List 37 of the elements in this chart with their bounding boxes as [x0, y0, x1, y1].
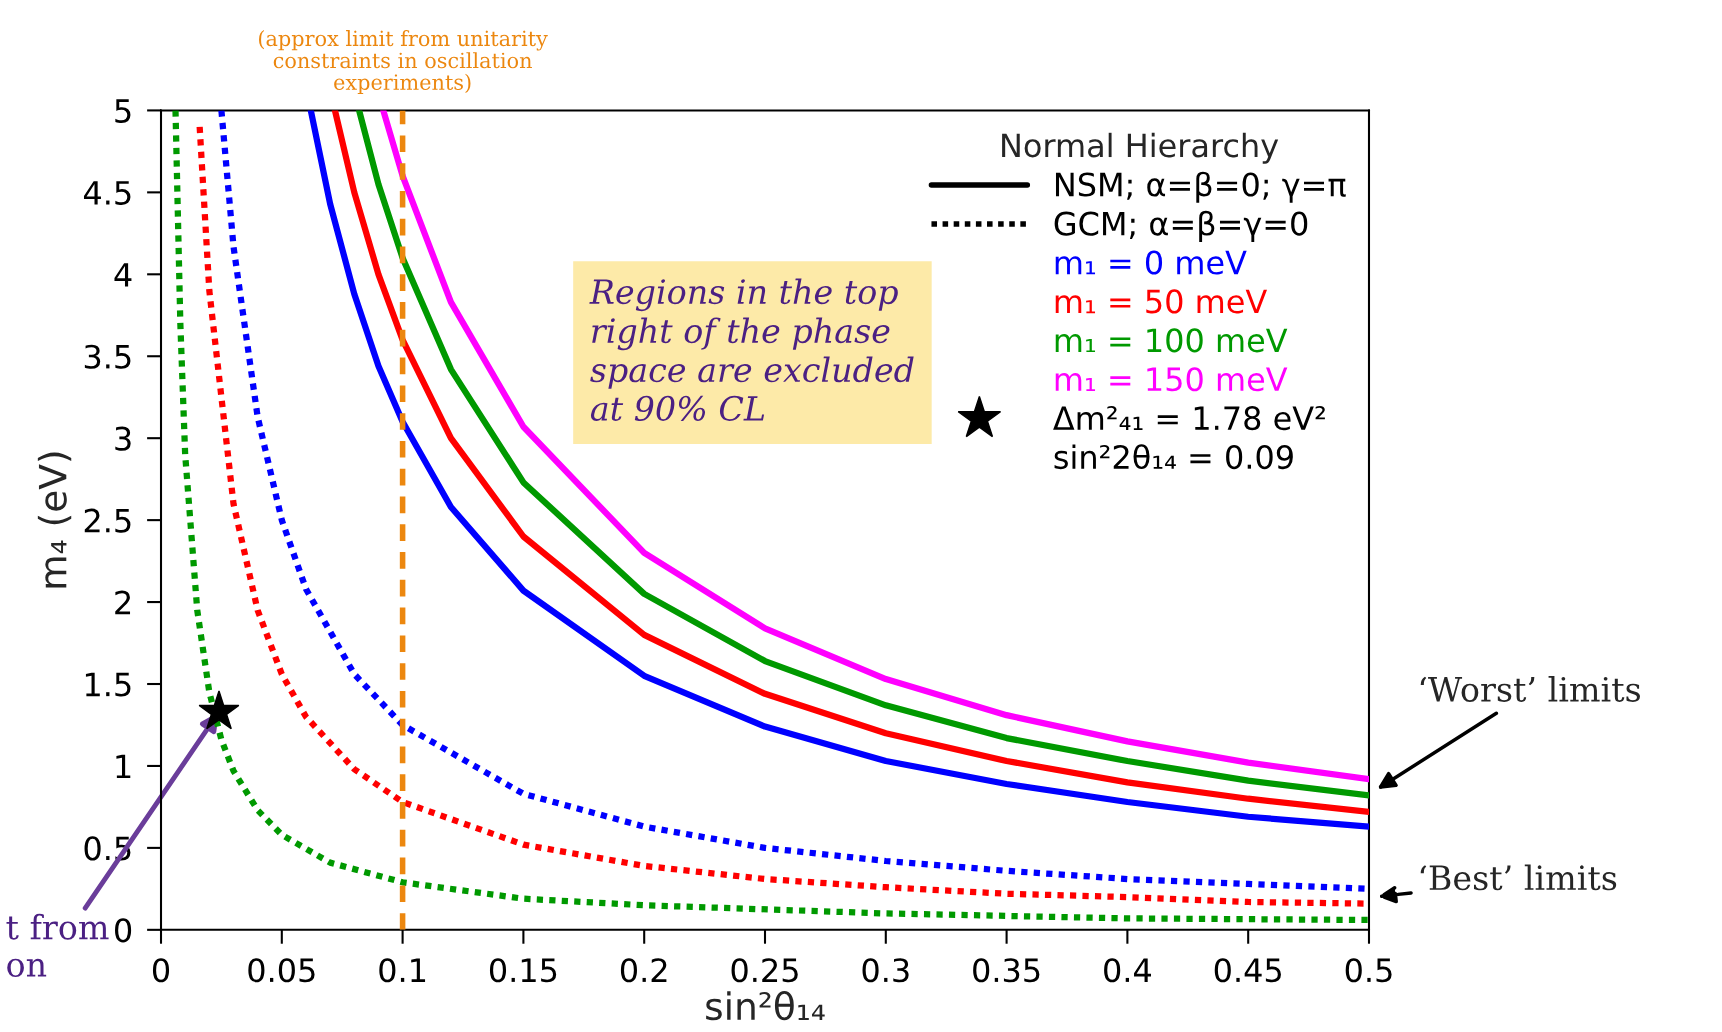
x-tick-label: 0.5 [1345, 958, 1392, 983]
y-tick-label: 5 [115, 99, 131, 124]
annotation: sin²2θ₁₄ = 0.09 [1054, 444, 1293, 470]
x-tick-label: 0.35 [973, 958, 1040, 983]
x-tick-label: 0.2 [620, 958, 667, 983]
y-tick-label: 4 [114, 263, 132, 287]
legend-label: Δm²₄₁ = 1.78 eV² [1053, 406, 1325, 431]
x-tick-label: 0.05 [248, 958, 315, 983]
y-tick-label: 1 [116, 754, 131, 779]
annotation: Regions in the top right of the phase space are excluded at 90% CL [589, 278, 914, 421]
x-tick-label: 0.4 [1104, 958, 1151, 983]
y-tick-label: 4.5 [83, 181, 131, 205]
text: m₁ = 0 meV [1055, 250, 1247, 275]
y-tick-label: 3.5 [84, 344, 131, 369]
y-tick-label: 0 [115, 918, 132, 943]
y-axis-title: m₄ (eV) [37, 452, 72, 588]
x-axis-title: sin²θ₁₄ [706, 991, 825, 1021]
x-tick-label: 0.25 [731, 958, 798, 983]
x-tick-label: 0.15 [489, 958, 557, 983]
annotation: GCM; α=β=γ=0 [1054, 210, 1308, 242]
y-tick-label: 2 [115, 590, 131, 615]
ref-line-label: (approx limit from unitarity constraints in oscillation experiments) [259, 30, 548, 95]
annotation: NSM; α=β=0; γ=π [1055, 171, 1346, 203]
y-tick-label: 3 [115, 426, 131, 451]
text: m₁ = 50 meV [1055, 289, 1268, 314]
x-tick-label: 0.3 [862, 958, 909, 983]
x-tick-label: 0 [152, 958, 170, 983]
annotation: t from on [6, 913, 109, 977]
x-tick-label: 0.1 [379, 958, 426, 983]
text: m₁ = 100 meV [1055, 328, 1288, 353]
legend-title: Normal Hierarchy [1002, 132, 1279, 164]
text: m₁ = 150 meV [1055, 367, 1288, 392]
x-tick-label: 0.45 [1214, 958, 1281, 983]
text: ‘Best’ limits [1420, 864, 1617, 891]
text: ‘Worst’ limits [1420, 676, 1640, 702]
y-tick-label: 1.5 [85, 672, 131, 697]
y-tick-label: 2.5 [84, 508, 131, 533]
